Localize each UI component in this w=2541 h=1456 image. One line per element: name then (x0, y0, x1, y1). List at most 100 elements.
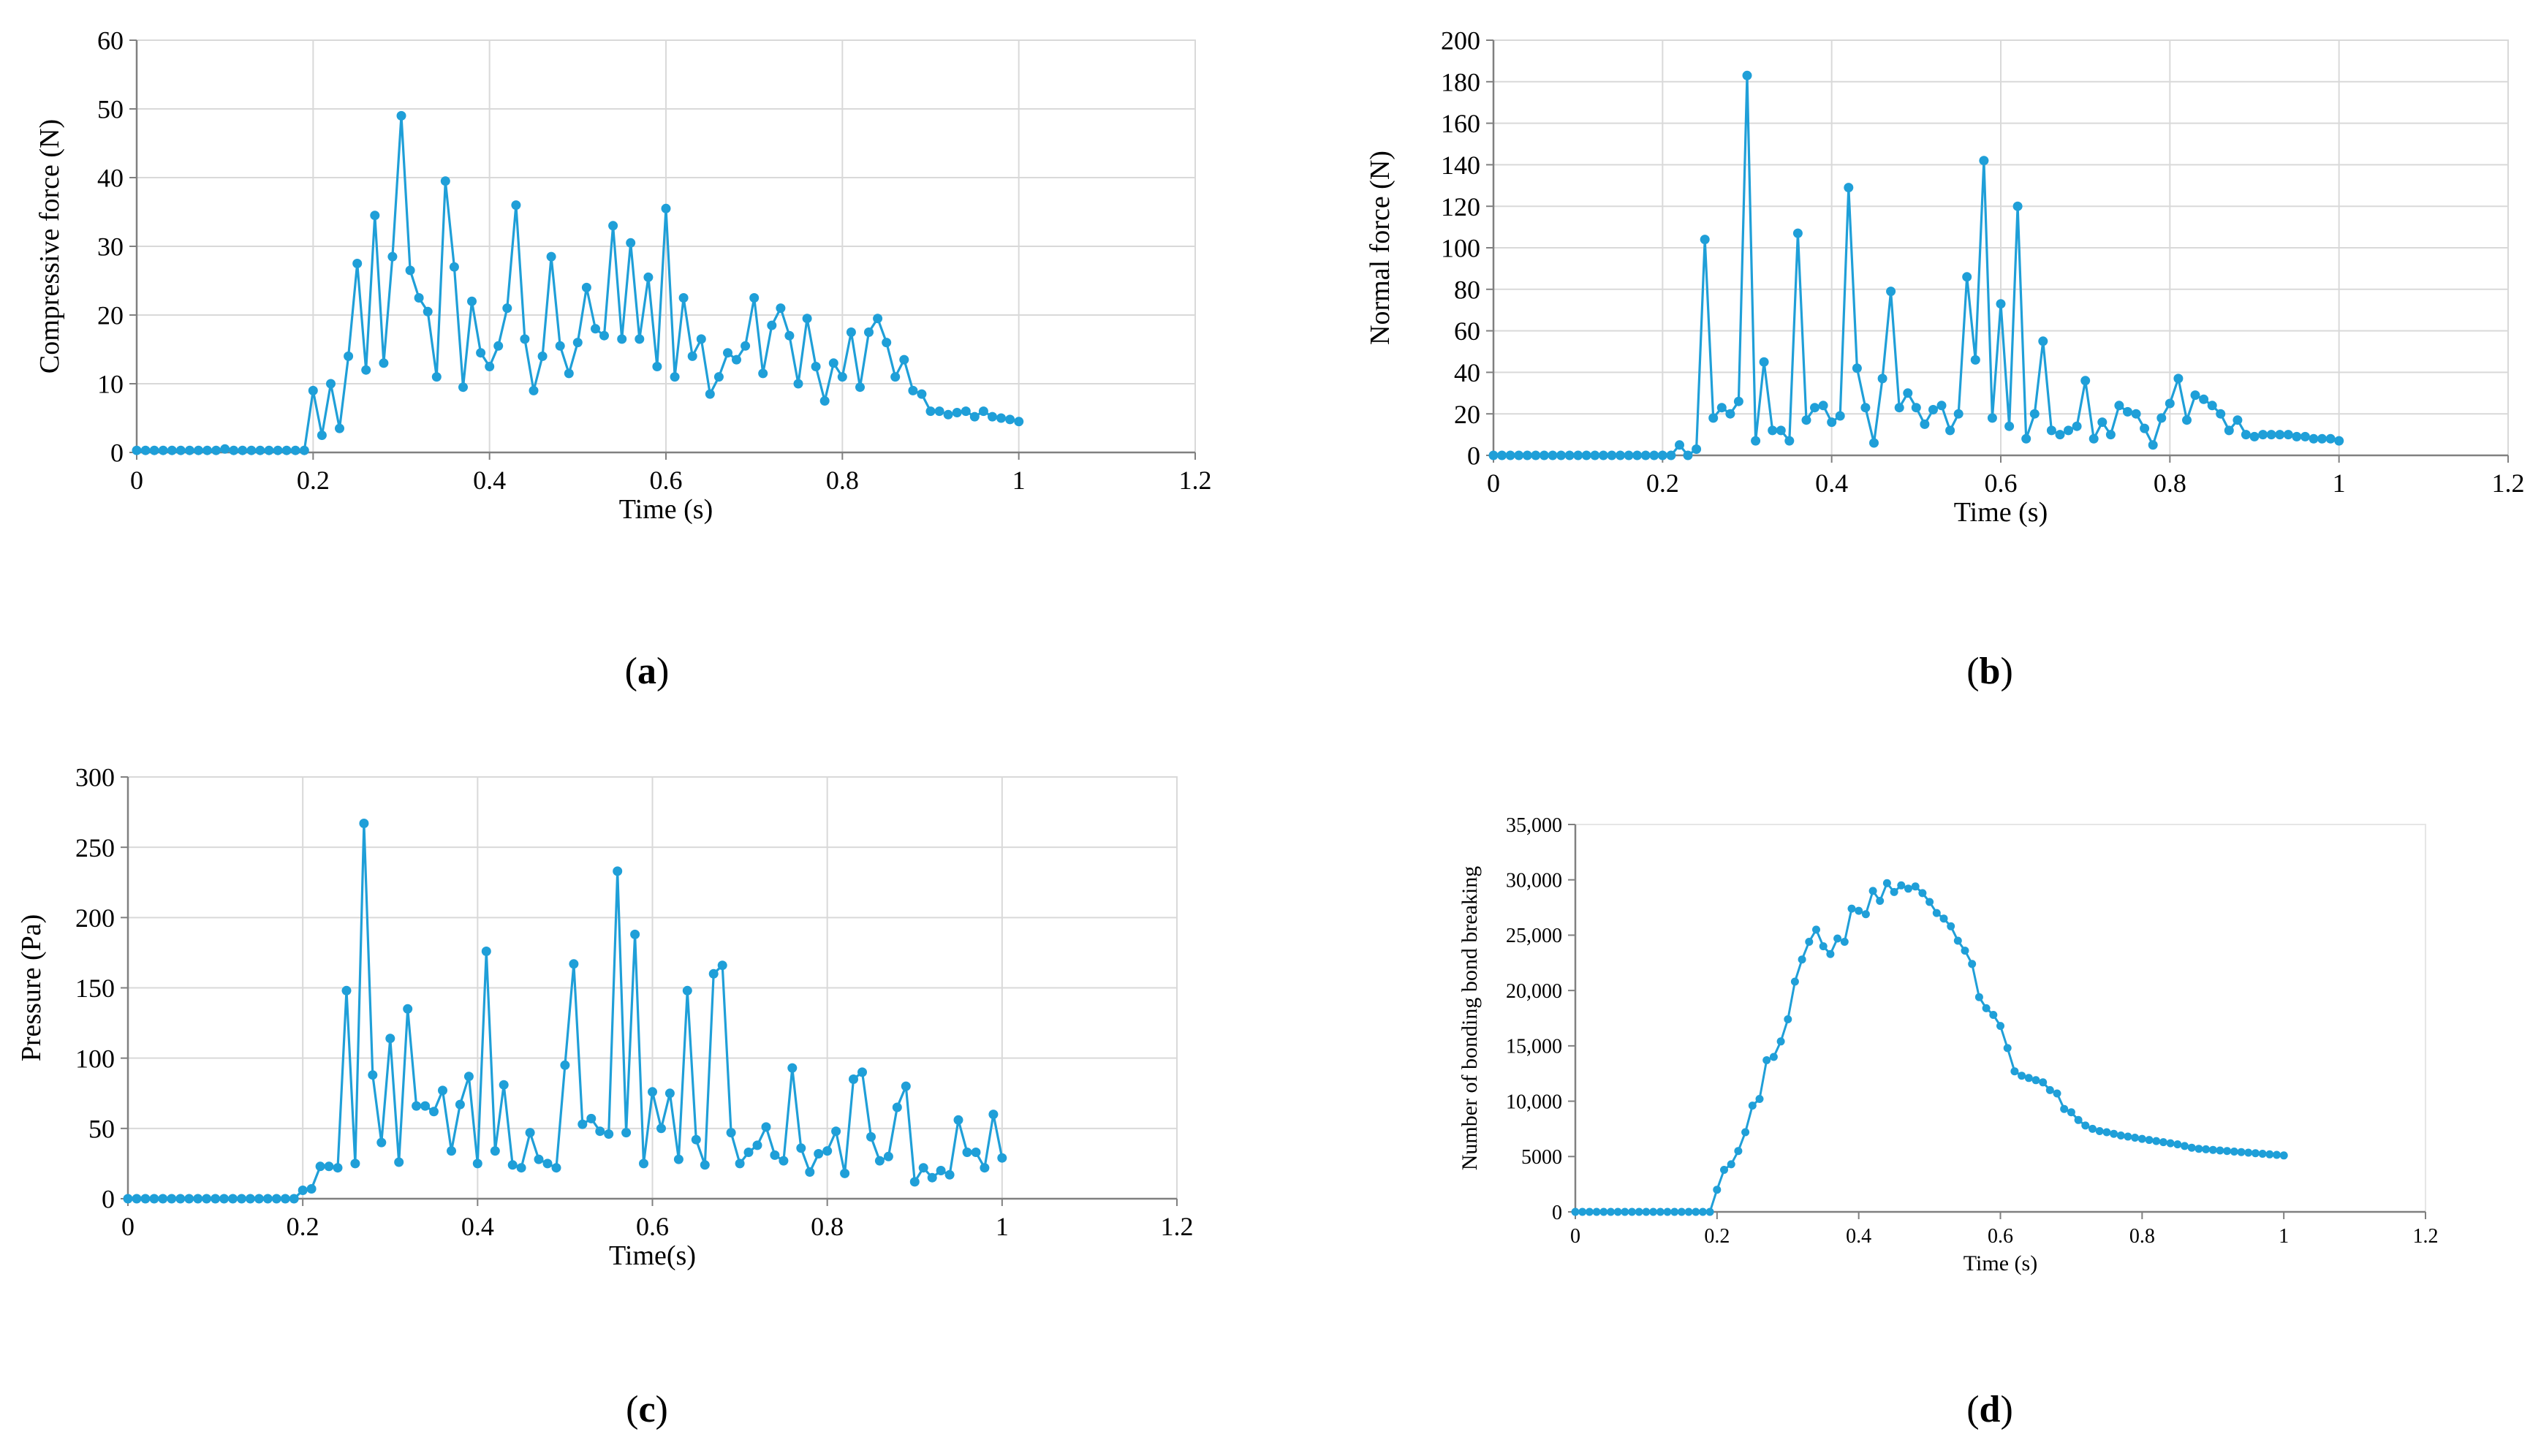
x-tick-label: 0.2 (287, 1212, 319, 1241)
data-point (2258, 430, 2268, 440)
data-point (927, 1172, 937, 1183)
y-tick-label: 200 (1441, 26, 1480, 56)
data-point (2279, 1151, 2288, 1160)
data-point (211, 1194, 221, 1204)
data-point (1733, 396, 1743, 406)
data-point (140, 1194, 151, 1204)
data-point (2080, 376, 2091, 386)
data-point (2004, 421, 2015, 431)
data-point (997, 1153, 1007, 1163)
data-point (837, 372, 847, 382)
data-point (2244, 1148, 2253, 1157)
data-point (962, 1148, 972, 1157)
data-point (1599, 1207, 1608, 1216)
data-point (2165, 398, 2175, 409)
data-point (828, 358, 838, 368)
panel-caption: (c) (626, 1389, 668, 1430)
data-point (1982, 1004, 1991, 1012)
data-point (361, 365, 371, 375)
data-point (246, 445, 257, 455)
data-point (691, 1134, 701, 1145)
chart-panel-c: 0 50 100 150 200 250 300 0 0.2 0.4 0.6 0.8 1 1.2 Time(… (16, 763, 1194, 1430)
data-point (1903, 388, 1913, 398)
data-point (2039, 1078, 2048, 1087)
data-point (368, 1070, 378, 1080)
data-point (2123, 406, 2132, 417)
data-point (271, 1194, 281, 1204)
caption-open-paren: ( (625, 651, 637, 692)
x-tick-label: 0 (1570, 1225, 1580, 1248)
data-point (787, 1063, 798, 1073)
caption-letter: a (637, 651, 656, 692)
data-point (2190, 390, 2200, 401)
data-point (639, 1159, 648, 1169)
caption-close-paren: ) (656, 651, 669, 692)
data-point (370, 211, 380, 221)
data-point (158, 445, 168, 455)
data-point (613, 866, 623, 876)
data-point (280, 1194, 290, 1204)
data-point (140, 445, 151, 455)
y-axis-label: Pressure (Pa) (16, 914, 47, 1062)
y-tick-label: 20 (97, 301, 124, 330)
data-point (2124, 1132, 2132, 1141)
data-point (123, 1194, 133, 1204)
y-tick-label: 50 (88, 1114, 115, 1143)
data-point (1840, 938, 1849, 946)
data-point (2325, 433, 2336, 444)
data-point (1571, 1207, 1580, 1216)
x-tick-label: 0 (1487, 469, 1500, 498)
y-tick-label: 30,000 (1506, 870, 1562, 892)
x-tick-label: 1 (996, 1212, 1009, 1241)
data-point (1847, 904, 1856, 913)
data-point (2131, 1134, 2140, 1142)
data-point (440, 176, 450, 186)
data-point (2140, 423, 2150, 433)
data-point (1925, 898, 1934, 906)
data-point (1621, 1207, 1629, 1216)
data-point (2334, 436, 2344, 446)
data-point (1514, 450, 1524, 460)
data-point (591, 324, 600, 334)
data-point (2300, 431, 2310, 441)
data-point (1720, 1166, 1728, 1174)
data-point (1607, 450, 1617, 460)
data-point (1497, 450, 1507, 460)
data-point (604, 1129, 614, 1139)
data-point (1920, 419, 1930, 429)
x-tick-label: 0.4 (461, 1212, 494, 1241)
y-tick-label: 120 (1441, 192, 1480, 221)
data-point (2055, 430, 2065, 440)
data-point (700, 1160, 710, 1170)
data-point (705, 389, 715, 399)
y-tick-label: 200 (75, 903, 115, 933)
caption-letter: c (638, 1389, 655, 1430)
data-point (1961, 947, 1969, 955)
data-point (2074, 1115, 2083, 1124)
data-point (463, 1072, 474, 1082)
data-point (2131, 409, 2141, 419)
data-point (1792, 228, 1803, 238)
data-point (2317, 433, 2327, 444)
data-point (414, 293, 424, 303)
data-point (2137, 1134, 2146, 1143)
data-point (2173, 1140, 2182, 1149)
data-point (908, 385, 918, 395)
data-point (2046, 425, 2056, 436)
data-point (507, 1160, 518, 1170)
data-point (447, 1146, 456, 1156)
data-point (502, 303, 512, 314)
data-point (723, 348, 732, 358)
data-point (438, 1085, 447, 1096)
data-point (516, 1163, 526, 1173)
y-tick-label: 40 (97, 164, 124, 193)
data-point (581, 282, 591, 292)
data-point (2233, 415, 2243, 425)
data-point (167, 1194, 177, 1204)
data-point (1936, 401, 1947, 411)
data-point (988, 412, 997, 422)
data-point (988, 1110, 999, 1120)
data-point (308, 385, 318, 395)
data-point (1748, 1102, 1757, 1110)
x-tick-label: 0.6 (650, 466, 683, 495)
